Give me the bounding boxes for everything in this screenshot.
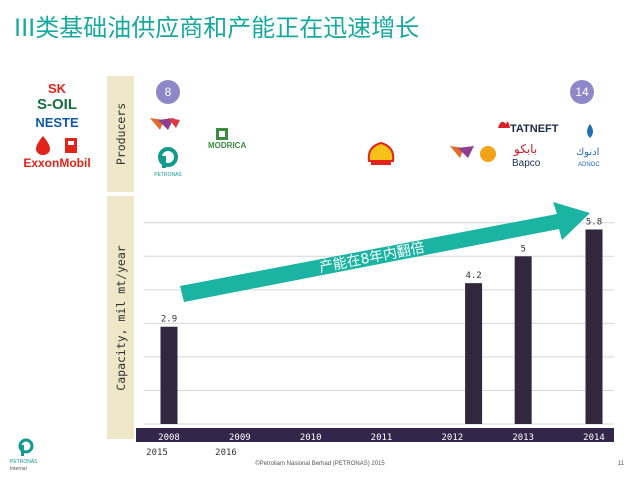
x-tick-label: 2010 xyxy=(300,433,322,443)
value-label-layer: 2.9 4.2 5 5.8 xyxy=(161,217,602,324)
copyright-note: ©Petroliam Nasional Berhad (PETRONAS) 20… xyxy=(255,461,385,467)
data-label: 5.8 xyxy=(586,217,602,227)
neste-logo: NESTE xyxy=(35,115,79,130)
x-tick-label: 2012 xyxy=(441,433,463,443)
page-number: 11 xyxy=(617,461,624,467)
x-tick-label-extra: 2015 xyxy=(146,448,168,458)
bar xyxy=(585,229,603,424)
bar xyxy=(514,256,532,424)
growth-arrow-label: 产能在8年内翻倍 xyxy=(318,240,426,276)
bar-layer xyxy=(160,229,603,424)
red-drop-logo xyxy=(36,136,50,155)
x-tick-label-extra: 2016 xyxy=(215,448,237,458)
producers-label-band: Producers xyxy=(107,76,134,192)
x-tick-label: 2014 xyxy=(583,433,605,443)
pump-logo xyxy=(65,138,77,153)
bar xyxy=(160,326,178,424)
producer-count-start: 8 xyxy=(156,80,180,104)
s-oil-logo: S-OIL xyxy=(37,96,77,113)
growth-arrow-shape xyxy=(180,202,590,302)
internal-label: Internal xyxy=(10,466,27,472)
tick-layer: 2008 2009 2010 2011 2012 2013 2014 2015 2016 xyxy=(146,433,605,458)
producer-count-end: 14 xyxy=(570,80,594,104)
sk-logo: SK xyxy=(47,81,67,96)
petronas-footer-logo xyxy=(18,438,34,456)
bar xyxy=(465,283,483,424)
page-title: III类基础油供应商和产能正在迅速增长 xyxy=(14,14,420,42)
data-label: 4.2 xyxy=(465,271,481,281)
data-label: 5 xyxy=(520,244,525,254)
capacity-label-band: Capacity, mil mt/year xyxy=(107,196,134,439)
petronas-footer-text: PETRONAS xyxy=(10,459,38,465)
x-tick-label: 2009 xyxy=(229,433,251,443)
x-tick-label: 2011 xyxy=(371,433,393,443)
left-logos: SK S-OIL NESTE ExxonMobil xyxy=(16,82,98,169)
x-tick-label: 2013 xyxy=(512,433,534,443)
year-axis-band xyxy=(136,428,614,442)
exxonmobil-logo: ExxonMobil xyxy=(23,156,91,170)
data-label: 2.9 xyxy=(161,315,177,325)
x-tick-label: 2008 xyxy=(158,433,180,443)
